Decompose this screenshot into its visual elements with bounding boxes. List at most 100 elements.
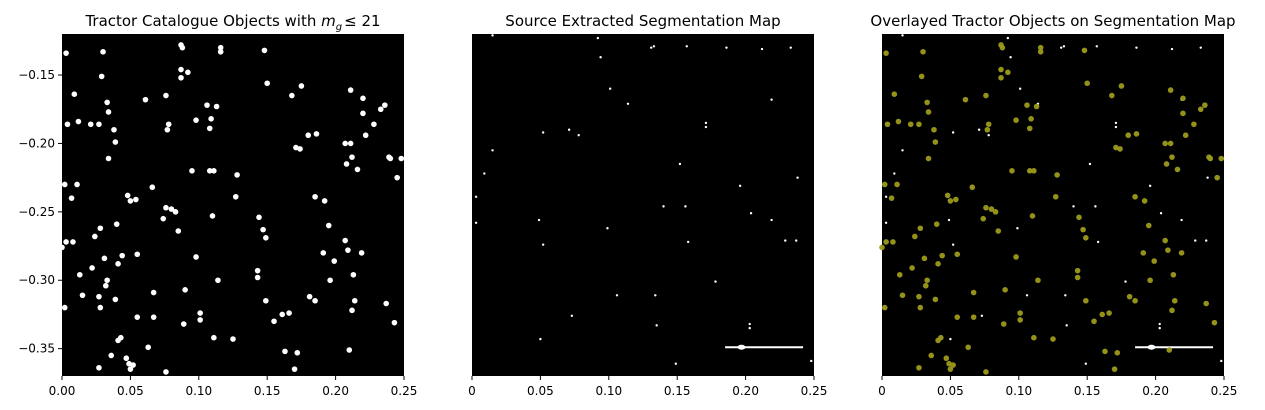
x-tick-label: 0.15 <box>254 384 281 398</box>
catalogue-point <box>70 239 76 245</box>
overlay-point <box>1076 214 1082 221</box>
panel-2-x-axis: 0 0.05 0.10 0.15 0.20 0.25 <box>468 376 827 398</box>
overlay-point <box>1002 287 1008 293</box>
overlay-point <box>921 255 928 262</box>
catalogue-point <box>165 121 172 128</box>
panel-3-segmentation-points <box>884 34 1223 365</box>
catalogue-point <box>189 168 195 174</box>
overlay-point <box>935 261 941 267</box>
catalogue-point <box>63 239 69 245</box>
segment-point <box>1084 362 1088 365</box>
panel-overlay: Overlayed Tractor Objects on Segmentatio… <box>870 12 1237 398</box>
overlay-point <box>1026 168 1033 174</box>
segment-point <box>606 227 609 230</box>
segment-point <box>1072 205 1075 208</box>
overlay-point <box>1167 87 1174 93</box>
segment-point <box>947 218 951 222</box>
catalogue-point <box>360 110 366 117</box>
catalogue-point <box>163 369 169 375</box>
catalogue-point <box>185 69 191 76</box>
segment-point <box>1159 212 1163 215</box>
segment-point <box>1062 45 1066 48</box>
catalogue-point <box>89 265 95 271</box>
segment-point <box>674 362 678 365</box>
overlay-point <box>954 251 961 258</box>
catalogue-point <box>305 132 312 139</box>
catalogue-point <box>312 297 318 304</box>
segment-point <box>1206 176 1209 179</box>
overlay-point <box>1132 193 1138 200</box>
catalogue-point <box>102 282 109 289</box>
overlay-point <box>1218 155 1225 162</box>
panel-3-title: Overlayed Tractor Objects on Segmentatio… <box>870 12 1235 30</box>
x-tick-label: 0.20 <box>1142 384 1169 398</box>
x-tick-label: 0.00 <box>49 384 76 398</box>
segment-point <box>1006 36 1010 40</box>
catalogue-point <box>208 116 214 122</box>
catalogue-point <box>342 237 348 244</box>
catalogue-point <box>264 80 271 87</box>
overlay-point <box>1180 110 1186 117</box>
overlay-point <box>1207 155 1214 162</box>
segment-point <box>491 149 494 152</box>
overlay-point <box>1140 250 1147 256</box>
overlay-point <box>1037 48 1044 55</box>
catalogue-point <box>254 267 261 274</box>
segment-point <box>474 221 478 224</box>
overlay-point <box>920 48 926 55</box>
catalogue-point <box>104 99 110 106</box>
overlay-point <box>931 126 937 133</box>
overlay-point <box>909 265 915 271</box>
catalogue-point <box>279 311 286 318</box>
overlay-point <box>969 184 976 191</box>
y-tick-label: −0.30 <box>18 273 55 287</box>
catalogue-point <box>130 362 136 368</box>
catalogue-point <box>87 121 94 128</box>
segment-point <box>810 359 813 363</box>
overlay-point <box>1111 366 1118 372</box>
x-tick-label: 0.25 <box>801 384 828 398</box>
overlay-point <box>1026 125 1033 132</box>
overlay-point <box>983 369 989 375</box>
overlay-point <box>881 304 888 311</box>
segment-point <box>796 176 799 179</box>
overlay-point <box>899 292 906 299</box>
catalogue-point <box>345 247 351 253</box>
segment-point <box>893 172 896 175</box>
overlay-point <box>1037 44 1044 51</box>
catalogue-point <box>61 304 68 311</box>
x-tick-label: 0.15 <box>664 384 691 398</box>
segment-point <box>748 322 751 326</box>
segment-point <box>491 34 494 37</box>
catalogue-point <box>204 102 210 108</box>
catalogue-point <box>123 355 130 362</box>
catalogue-point <box>354 166 361 173</box>
panel-2-plot-area <box>472 34 814 376</box>
segment-point <box>725 46 728 49</box>
panel-catalogue: Tractor Catalogue Objects with mg ≤ 21 0.… <box>18 12 417 398</box>
overlay-point <box>883 50 889 56</box>
overlay-point <box>1084 80 1090 87</box>
catalogue-point <box>113 221 120 227</box>
catalogue-point <box>206 168 213 174</box>
catalogue-point <box>327 277 333 284</box>
catalogue-point <box>193 254 199 260</box>
segment-point <box>987 134 990 137</box>
overlay-point <box>896 271 903 278</box>
catalogue-point <box>180 321 187 327</box>
catalogue-point <box>112 296 119 303</box>
segment-point <box>596 36 600 40</box>
overlay-point <box>1163 161 1170 167</box>
overlay-point <box>998 66 1004 73</box>
y-tick-label: −0.25 <box>18 205 55 219</box>
x-tick-label: 0.10 <box>595 384 622 398</box>
segment-point <box>1096 240 1100 244</box>
panel-3-streak <box>1135 344 1214 350</box>
overlay-point <box>1074 274 1081 281</box>
catalogue-point <box>163 204 169 211</box>
segment-point <box>684 205 687 208</box>
overlay-point <box>985 121 992 128</box>
catalogue-point <box>206 125 213 132</box>
overlay-point <box>1162 237 1168 244</box>
segment-point <box>1060 46 1063 49</box>
